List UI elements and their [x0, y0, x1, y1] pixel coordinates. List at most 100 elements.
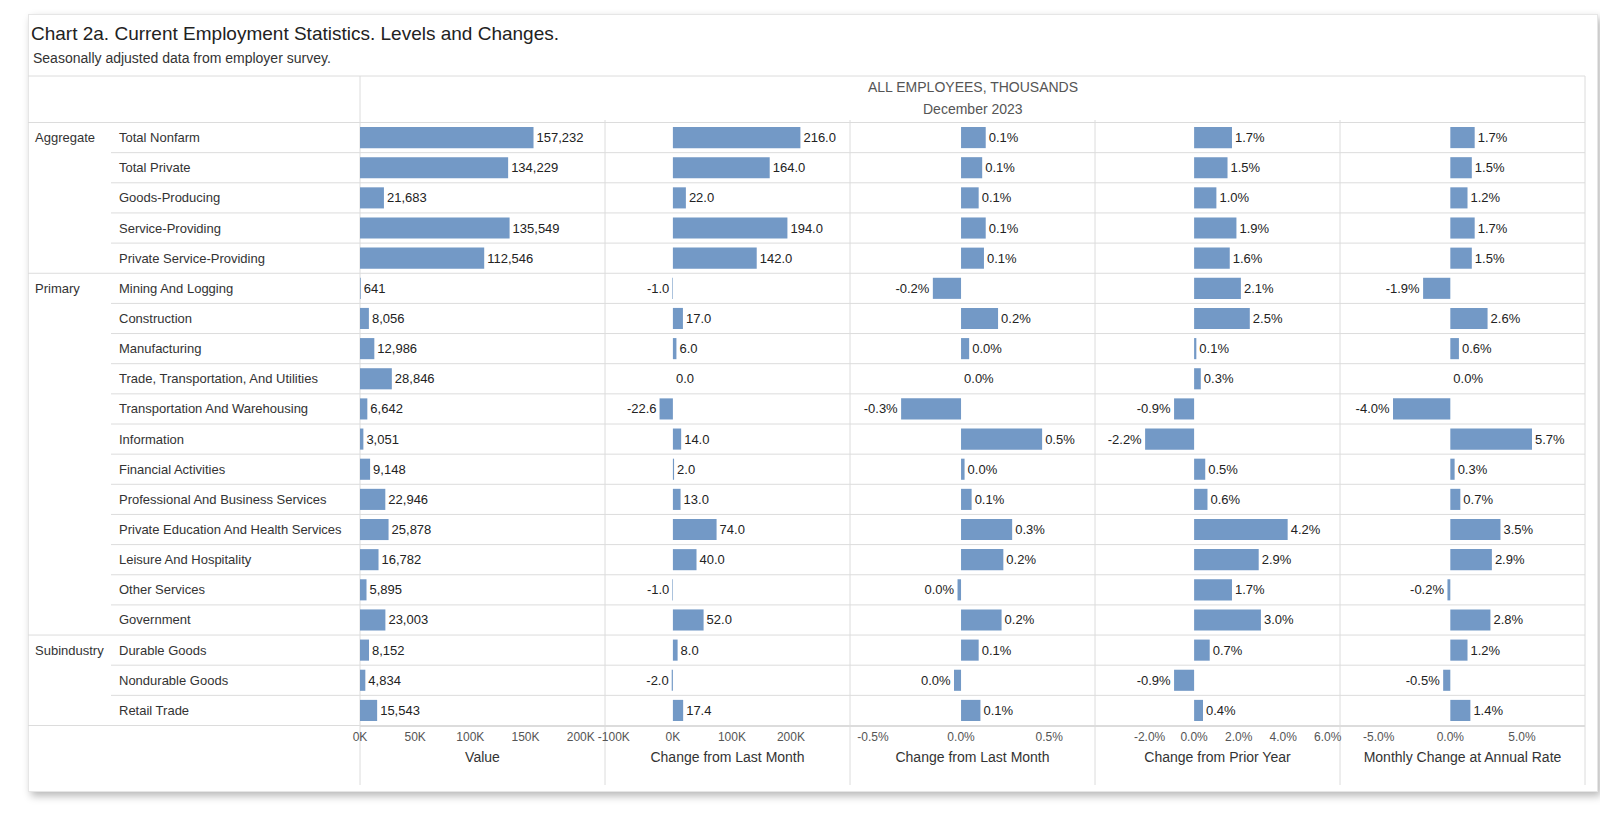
svg-text:0.0%: 0.0%: [972, 341, 1002, 356]
svg-text:Nondurable Goods: Nondurable Goods: [119, 673, 229, 688]
svg-text:0.0%: 0.0%: [968, 462, 998, 477]
svg-text:1.7%: 1.7%: [1478, 221, 1508, 236]
svg-text:6.0%: 6.0%: [1314, 730, 1342, 744]
svg-text:157,232: 157,232: [537, 130, 584, 145]
svg-text:-1.0: -1.0: [647, 281, 669, 296]
svg-text:28,846: 28,846: [395, 371, 435, 386]
svg-text:1.6%: 1.6%: [1233, 251, 1263, 266]
svg-text:15,543: 15,543: [380, 703, 420, 718]
svg-text:25,878: 25,878: [392, 522, 432, 537]
svg-text:1.7%: 1.7%: [1235, 130, 1265, 145]
svg-text:22,946: 22,946: [388, 492, 428, 507]
svg-text:1.5%: 1.5%: [1231, 160, 1261, 175]
svg-text:641: 641: [364, 281, 386, 296]
svg-text:Information: Information: [119, 432, 184, 447]
svg-text:0.2%: 0.2%: [1005, 612, 1035, 627]
svg-text:Total Nonfarm: Total Nonfarm: [119, 130, 200, 145]
svg-text:Leisure And Hospitality: Leisure And Hospitality: [119, 552, 252, 567]
svg-text:0K: 0K: [353, 730, 368, 744]
svg-text:17.4: 17.4: [686, 703, 711, 718]
svg-text:Financial Activities: Financial Activities: [119, 462, 226, 477]
svg-text:Total Private: Total Private: [119, 160, 191, 175]
svg-text:-22.6: -22.6: [627, 401, 657, 416]
svg-text:0.3%: 0.3%: [1204, 371, 1234, 386]
svg-text:14.0: 14.0: [684, 432, 709, 447]
svg-text:8.0: 8.0: [681, 643, 699, 658]
svg-text:6.0: 6.0: [679, 341, 697, 356]
svg-text:4,834: 4,834: [368, 673, 401, 688]
svg-text:17.0: 17.0: [686, 311, 711, 326]
svg-text:16,782: 16,782: [382, 552, 422, 567]
svg-text:22.0: 22.0: [689, 190, 714, 205]
svg-text:52.0: 52.0: [707, 612, 732, 627]
svg-text:0.5%: 0.5%: [1208, 462, 1238, 477]
svg-text:-2.2%: -2.2%: [1108, 432, 1142, 447]
svg-text:134,229: 134,229: [511, 160, 558, 175]
svg-text:0.3%: 0.3%: [1458, 462, 1488, 477]
svg-text:Goods-Producing: Goods-Producing: [119, 190, 220, 205]
svg-text:1.5%: 1.5%: [1475, 251, 1505, 266]
svg-text:9,148: 9,148: [373, 462, 406, 477]
svg-text:-5.0%: -5.0%: [1363, 730, 1395, 744]
svg-text:0.1%: 0.1%: [985, 160, 1015, 175]
svg-text:ALL EMPLOYEES, THOUSANDS: ALL EMPLOYEES, THOUSANDS: [868, 79, 1078, 95]
svg-text:0.4%: 0.4%: [1206, 703, 1236, 718]
svg-text:2.9%: 2.9%: [1495, 552, 1525, 567]
svg-text:0.6%: 0.6%: [1210, 492, 1240, 507]
svg-text:2.6%: 2.6%: [1491, 311, 1521, 326]
svg-text:8,152: 8,152: [372, 643, 405, 658]
svg-text:1.7%: 1.7%: [1478, 130, 1508, 145]
svg-text:-0.5%: -0.5%: [1406, 673, 1440, 688]
svg-text:Change from Last Month: Change from Last Month: [895, 749, 1049, 765]
svg-text:-4.0%: -4.0%: [1356, 401, 1390, 416]
svg-text:0.0%: 0.0%: [921, 673, 951, 688]
svg-text:100K: 100K: [718, 730, 746, 744]
svg-text:2.9%: 2.9%: [1262, 552, 1292, 567]
svg-text:-100K: -100K: [598, 730, 630, 744]
svg-text:Professional And Business Serv: Professional And Business Services: [119, 492, 327, 507]
svg-text:12,986: 12,986: [377, 341, 417, 356]
svg-text:-0.3%: -0.3%: [864, 401, 898, 416]
svg-text:-1.9%: -1.9%: [1386, 281, 1420, 296]
svg-text:1.2%: 1.2%: [1471, 190, 1501, 205]
svg-text:21,683: 21,683: [387, 190, 427, 205]
svg-text:1.5%: 1.5%: [1475, 160, 1505, 175]
svg-text:1.9%: 1.9%: [1239, 221, 1269, 236]
svg-text:Value: Value: [465, 749, 500, 765]
svg-text:0.1%: 0.1%: [983, 703, 1013, 718]
svg-text:0.5%: 0.5%: [1045, 432, 1075, 447]
svg-text:8,056: 8,056: [372, 311, 405, 326]
svg-text:6,642: 6,642: [370, 401, 403, 416]
svg-text:Mining And Logging: Mining And Logging: [119, 281, 233, 296]
svg-text:0.1%: 0.1%: [987, 251, 1017, 266]
svg-text:1.4%: 1.4%: [1473, 703, 1503, 718]
svg-text:-0.5%: -0.5%: [857, 730, 889, 744]
svg-text:-2.0: -2.0: [646, 673, 668, 688]
svg-text:Service-Providing: Service-Providing: [119, 221, 221, 236]
svg-text:50K: 50K: [405, 730, 426, 744]
svg-text:0.1%: 0.1%: [975, 492, 1005, 507]
svg-text:1.2%: 1.2%: [1471, 643, 1501, 658]
svg-text:0.0%: 0.0%: [947, 730, 975, 744]
svg-text:Transportation And Warehousing: Transportation And Warehousing: [119, 401, 308, 416]
svg-text:Monthly Change at Annual Rate: Monthly Change at Annual Rate: [1364, 749, 1562, 765]
svg-text:4.2%: 4.2%: [1291, 522, 1321, 537]
svg-text:-0.9%: -0.9%: [1137, 673, 1171, 688]
svg-text:Aggregate: Aggregate: [35, 130, 95, 145]
svg-text:Retail Trade: Retail Trade: [119, 703, 189, 718]
svg-text:2.0%: 2.0%: [1225, 730, 1253, 744]
svg-text:0K: 0K: [666, 730, 681, 744]
svg-text:5,895: 5,895: [370, 582, 403, 597]
svg-text:5.7%: 5.7%: [1535, 432, 1565, 447]
svg-text:13.0: 13.0: [684, 492, 709, 507]
svg-text:3,051: 3,051: [366, 432, 399, 447]
svg-text:23,003: 23,003: [388, 612, 428, 627]
svg-text:-0.2%: -0.2%: [895, 281, 929, 296]
svg-text:Seasonally adjusted data from: Seasonally adjusted data from employer s…: [33, 50, 331, 66]
svg-text:Primary: Primary: [35, 281, 80, 296]
svg-text:0.5%: 0.5%: [1035, 730, 1063, 744]
svg-text:0.0%: 0.0%: [1453, 371, 1483, 386]
svg-text:1.7%: 1.7%: [1235, 582, 1265, 597]
svg-text:0.1%: 0.1%: [982, 643, 1012, 658]
svg-text:Trade, Transportation, And Uti: Trade, Transportation, And Utilities: [119, 371, 318, 386]
